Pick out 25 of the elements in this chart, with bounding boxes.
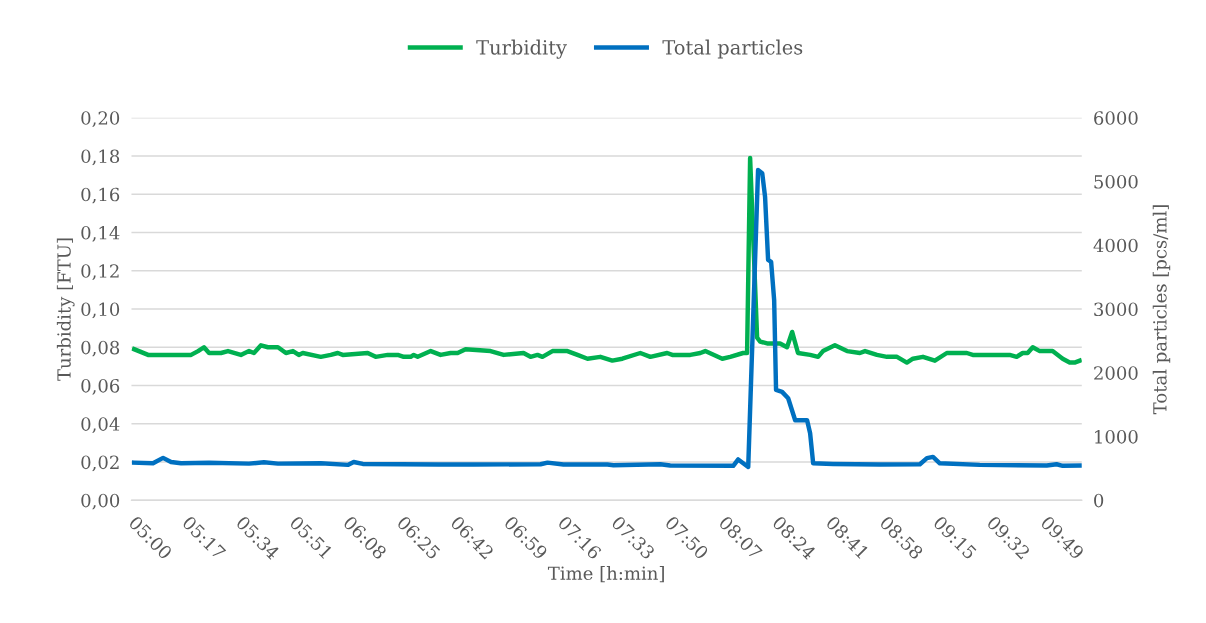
y2-tick-label: 4000: [1093, 238, 1138, 253]
y-tick-label: 0,16: [81, 187, 120, 204]
y-tick-label: 0,20: [81, 111, 120, 128]
y2-tick-label: 5000: [1094, 174, 1138, 189]
line-series: [131, 155, 1082, 365]
legend-label: Turbidity: [476, 39, 567, 59]
y2-tick-label: 2000: [1094, 366, 1138, 380]
y-tick-label: 0,14: [81, 225, 120, 242]
y2-tick-label: 6000: [1094, 111, 1138, 125]
x-axis-title: Time [h:min]: [547, 566, 664, 583]
y-tick-label: 0,08: [81, 340, 120, 357]
y-tick-label: 0,18: [81, 149, 120, 166]
y-tick-label: 0,12: [81, 264, 119, 281]
y-tick-label: 0,04: [81, 417, 120, 434]
y-tick-label: 0,00: [81, 493, 120, 510]
y2-tick-label: 0: [1094, 493, 1104, 508]
legend-label: Total particles: [662, 39, 803, 59]
y-tick-label: 0,06: [81, 378, 120, 395]
y-tick-label: 0,02: [81, 455, 119, 472]
y2-tick-label: 1000: [1095, 429, 1138, 444]
y-tick-label: 0,10: [81, 302, 120, 319]
line-series: [131, 167, 1082, 470]
y-axis-title: Turbidity [FTU]: [56, 238, 75, 381]
y2-axis-title: Total particles [pcs/ml]: [1152, 205, 1171, 415]
y2-tick-label: 3000: [1094, 302, 1138, 317]
